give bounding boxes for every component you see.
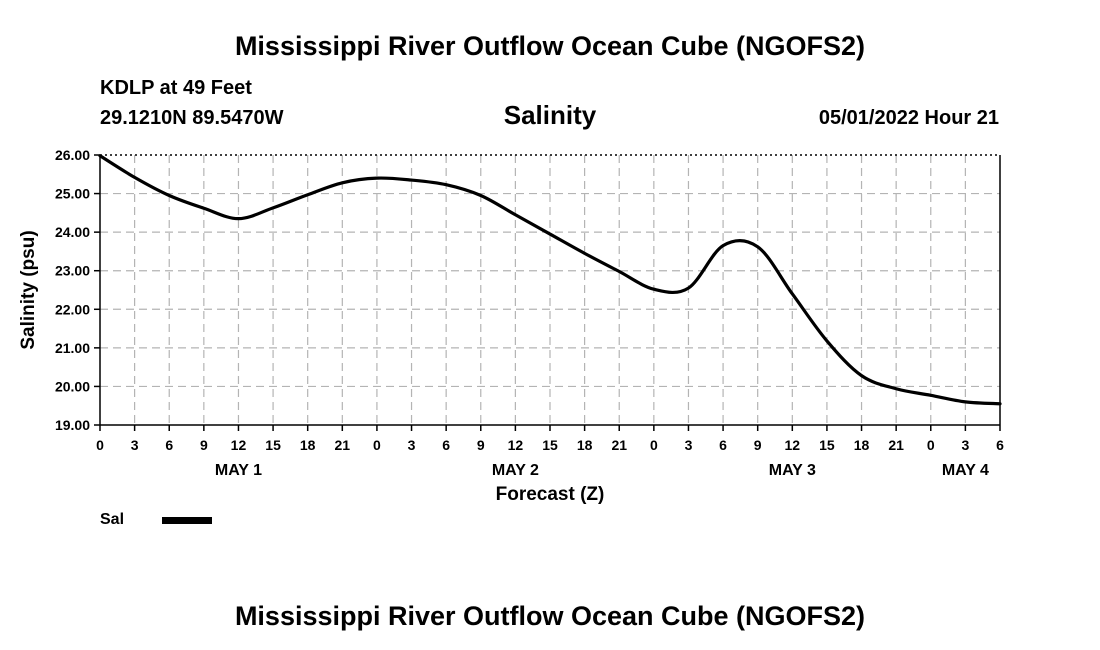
date-label: MAY 1 [215,462,262,479]
y-tick-label: 21.00 [55,340,90,356]
x-tick-label: 3 [131,437,139,453]
chart-title: Salinity [503,100,597,130]
x-tick-label: 0 [927,437,935,453]
x-tick-label: 6 [996,437,1004,453]
y-tick-label: 24.00 [55,224,90,240]
series-line-sal [98,154,1002,406]
x-tick-label: 3 [685,437,693,453]
page-title: Mississippi River Outflow Ocean Cube (NG… [234,31,866,61]
x-tick-label: 9 [477,437,485,453]
x-tick-label: 6 [165,437,173,453]
x-tick-label: 18 [300,437,316,453]
date-label: MAY 3 [769,462,816,479]
y-tick-label: 25.00 [55,186,90,202]
forecast-timestamp: 05/01/2022 Hour 21 [818,107,999,129]
y-tick-label: 19.00 [55,417,90,433]
x-tick-label: 21 [888,437,904,453]
y-tick-label: 20.00 [55,378,90,394]
legend-swatch [162,517,212,524]
date-label: MAY 2 [492,462,539,479]
x-axis-title: Forecast (Z) [496,484,605,505]
x-tick-label: 12 [231,437,247,453]
x-tick-label: 18 [854,437,870,453]
x-tick-label: 0 [373,437,381,453]
station-label: KDLP at 49 Feet [100,77,252,99]
x-tick-label: 3 [961,437,969,453]
y-axis-title: Salinity (psu) [18,230,39,349]
y-tick-label: 22.00 [55,301,90,317]
x-tick-label: 18 [577,437,593,453]
date-label: MAY 4 [942,462,989,479]
x-tick-label: 3 [408,437,416,453]
x-tick-label: 9 [200,437,208,453]
x-tick-label: 21 [335,437,351,453]
x-tick-label: 12 [785,437,801,453]
x-tick-label: 9 [754,437,762,453]
x-tick-label: 15 [265,437,281,453]
x-tick-label: 0 [650,437,658,453]
x-tick-label: 6 [442,437,450,453]
station-coordinates: 29.1210N 89.5470W [100,107,284,129]
footer-title: Mississippi River Outflow Ocean Cube (NG… [234,601,866,631]
y-tick-label: 26.00 [55,147,90,163]
x-tick-label: 12 [508,437,524,453]
x-tick-label: 6 [719,437,727,453]
x-tick-label: 0 [96,437,104,453]
x-tick-label: 15 [542,437,558,453]
x-tick-label: 21 [611,437,627,453]
x-tick-label: 15 [819,437,835,453]
legend-label: Sal [100,511,125,528]
y-tick-label: 23.00 [55,263,90,279]
